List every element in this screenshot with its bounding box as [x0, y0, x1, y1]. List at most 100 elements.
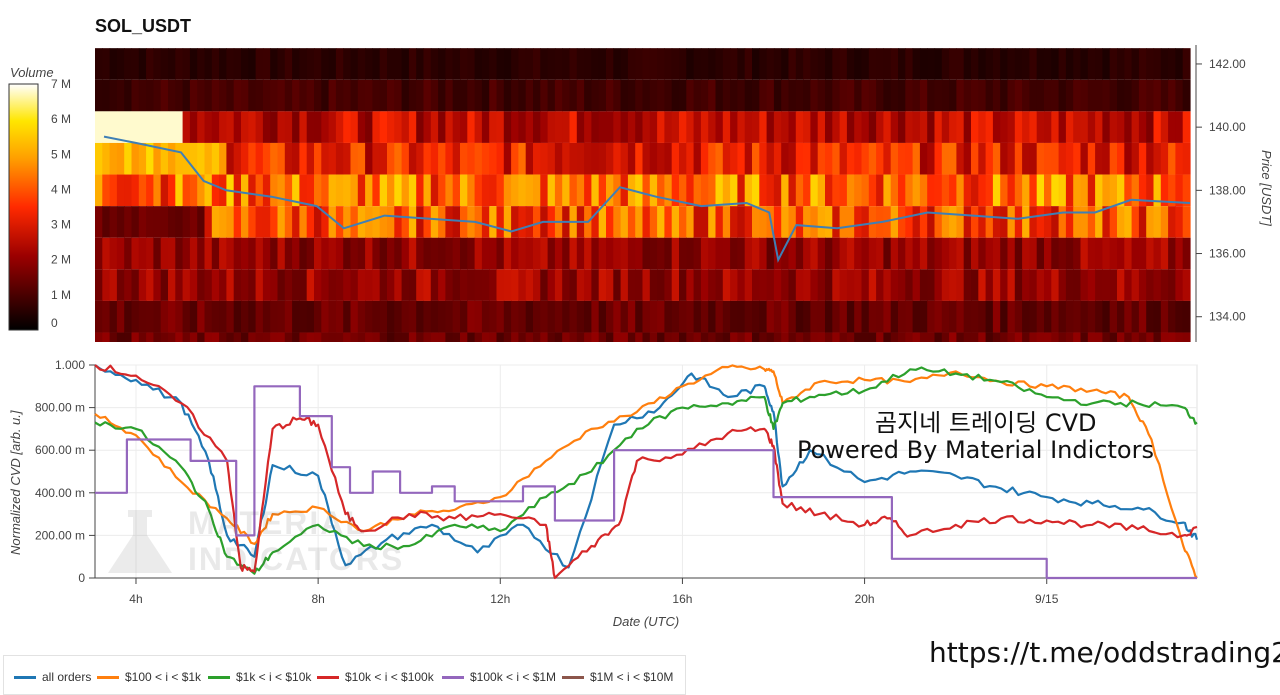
- heatmap-cell: [744, 48, 753, 80]
- heatmap-cell: [576, 237, 585, 270]
- heatmap-cell: [686, 332, 695, 342]
- heatmap-cell: [576, 269, 585, 301]
- heatmap-cell: [671, 79, 680, 112]
- heatmap-cell: [1014, 142, 1023, 175]
- heatmap-cell: [890, 332, 899, 342]
- heatmap-cell: [138, 332, 147, 342]
- heatmap-cell: [715, 332, 724, 342]
- heatmap-cell: [467, 79, 476, 112]
- heatmap-cell: [664, 48, 673, 80]
- heatmap-cell: [1095, 142, 1103, 175]
- heatmap-cell: [635, 142, 644, 175]
- heatmap-cell: [138, 237, 147, 270]
- heatmap-cell: [606, 111, 614, 143]
- heatmap-cell: [1014, 237, 1023, 270]
- heatmap-cell: [262, 332, 271, 342]
- heatmap-cell: [248, 332, 257, 342]
- heatmap-cell: [1146, 332, 1155, 342]
- legend-item-1k-10k[interactable]: $1k < i < $10k: [208, 670, 311, 684]
- heatmap-cell: [1109, 300, 1118, 333]
- heatmap-cell: [898, 79, 906, 112]
- heatmap-cell: [1073, 332, 1082, 342]
- heatmap-cell: [992, 79, 1001, 112]
- heatmap-cell: [1073, 48, 1082, 80]
- heatmap-cell: [1036, 79, 1045, 112]
- heatmap-cell: [168, 237, 176, 270]
- heatmap-cell: [591, 142, 600, 175]
- heatmap-cell: [284, 111, 293, 143]
- legend-item-100k-1m[interactable]: $100k < i < $1M: [442, 670, 556, 684]
- heatmap-cell: [387, 111, 395, 143]
- heatmap-cell: [138, 206, 147, 238]
- volume-heatmap: [95, 48, 1191, 342]
- heatmap-cell: [554, 79, 563, 112]
- heatmap-cell: [387, 332, 395, 342]
- heatmap-cell: [803, 79, 811, 112]
- heatmap-cell: [452, 111, 461, 143]
- heatmap-cell: [1175, 142, 1184, 175]
- heatmap-cell: [109, 269, 118, 301]
- heatmap-cell: [197, 111, 206, 143]
- heatmap-cell: [642, 300, 651, 333]
- heatmap-cell: [898, 300, 906, 333]
- heatmap-cell: [1000, 237, 1009, 270]
- legend-item-10k-100k[interactable]: $10k < i < $100k: [317, 670, 434, 684]
- heatmap-cell: [204, 142, 213, 175]
- heatmap-cell: [649, 48, 658, 80]
- heatmap-cell: [481, 79, 490, 112]
- heatmap-cell: [160, 300, 169, 333]
- legend-item-1m-10m[interactable]: $1M < i < $10M: [562, 670, 673, 684]
- heatmap-cell: [197, 332, 206, 342]
- heatmap-cell: [350, 237, 359, 270]
- heatmap-cell: [1146, 48, 1155, 80]
- heatmap-cell: [430, 237, 439, 270]
- heatmap-cell: [715, 300, 724, 333]
- heatmap-cell: [95, 206, 103, 238]
- heatmap-cell: [270, 111, 279, 143]
- heatmap-cell: [153, 237, 162, 270]
- heatmap-cell: [737, 206, 746, 238]
- heatmap-cell: [401, 332, 410, 342]
- legend-item-100-1k[interactable]: $100 < i < $1k: [97, 670, 201, 684]
- heatmap-cell: [1036, 332, 1045, 342]
- legend-item-all-orders[interactable]: all orders: [14, 670, 91, 684]
- heatmap-cell: [540, 79, 549, 112]
- overlay-title: 곰지네 트레이딩 CVD: [875, 409, 1097, 437]
- heatmap-cell: [737, 79, 746, 112]
- heatmap-cell: [759, 48, 768, 80]
- heatmap-cell: [328, 237, 337, 270]
- heatmap-cell: [1168, 111, 1176, 143]
- heatmap-cell: [1095, 269, 1103, 301]
- heatmap-cell: [956, 206, 965, 238]
- heatmap-cell: [306, 206, 315, 238]
- heatmap-cell: [379, 206, 388, 238]
- heatmap-cell: [255, 111, 264, 143]
- heatmap-cell: [810, 79, 819, 112]
- heatmap-cell: [1109, 237, 1118, 270]
- heatmap-cell: [598, 79, 607, 112]
- heatmap-cell: [233, 111, 242, 143]
- heatmap-cell: [438, 269, 446, 301]
- heatmap-cell: [744, 237, 753, 270]
- heatmap-cell: [992, 174, 1001, 207]
- heatmap-cell: [1146, 174, 1155, 207]
- heatmap-cell: [1044, 48, 1052, 80]
- heatmap-cell: [460, 142, 468, 175]
- heatmap-cell: [306, 174, 315, 207]
- heatmap-cell: [781, 111, 790, 143]
- heatmap-cell: [686, 79, 695, 112]
- telegram-link[interactable]: https://t.me/oddstrading2: [929, 636, 1280, 669]
- heatmap-cell: [1146, 269, 1155, 301]
- heatmap-cell: [467, 142, 476, 175]
- heatmap-cell: [379, 300, 388, 333]
- heatmap-cell: [474, 174, 483, 207]
- heatmap-cell: [211, 237, 220, 270]
- heatmap-cell: [554, 48, 563, 80]
- heatmap-cell: [518, 300, 527, 333]
- heatmap-cell: [642, 111, 651, 143]
- heatmap-cell: [1109, 206, 1118, 238]
- heatmap-cell: [898, 142, 906, 175]
- heatmap-cell: [1095, 206, 1103, 238]
- heatmap-cell: [606, 174, 614, 207]
- heatmap-cell: [430, 174, 439, 207]
